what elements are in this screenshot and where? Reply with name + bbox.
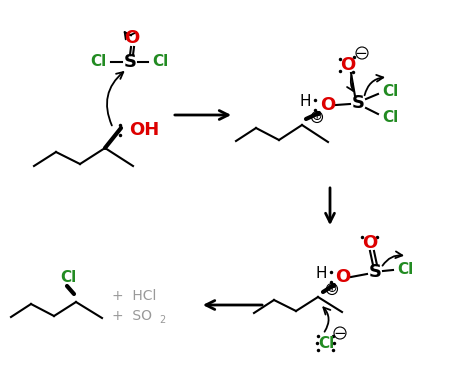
Text: Cl: Cl bbox=[60, 271, 76, 286]
Text: Cl: Cl bbox=[382, 110, 398, 125]
Text: Cl: Cl bbox=[397, 262, 413, 278]
Text: O: O bbox=[362, 234, 377, 252]
Text: −: − bbox=[334, 325, 346, 340]
Text: S: S bbox=[368, 263, 382, 281]
Text: OH: OH bbox=[129, 121, 159, 139]
Text: S: S bbox=[351, 94, 364, 112]
Text: Cl: Cl bbox=[152, 54, 168, 69]
Text: Cl: Cl bbox=[90, 54, 106, 69]
Text: +  SO: + SO bbox=[112, 309, 152, 323]
Text: ⊕: ⊕ bbox=[312, 110, 322, 124]
Text: Cl: Cl bbox=[318, 335, 334, 350]
Text: +  HCl: + HCl bbox=[112, 289, 156, 303]
Text: −: − bbox=[354, 46, 368, 61]
Text: ⊕: ⊕ bbox=[327, 283, 337, 296]
Text: O: O bbox=[341, 56, 356, 74]
Text: S: S bbox=[124, 53, 137, 71]
Text: O: O bbox=[124, 29, 140, 47]
Text: O: O bbox=[320, 96, 336, 114]
Text: Cl: Cl bbox=[382, 83, 398, 98]
Text: H: H bbox=[315, 266, 327, 281]
Text: 2: 2 bbox=[159, 315, 165, 325]
Text: O: O bbox=[336, 268, 350, 286]
Text: H: H bbox=[299, 95, 311, 110]
